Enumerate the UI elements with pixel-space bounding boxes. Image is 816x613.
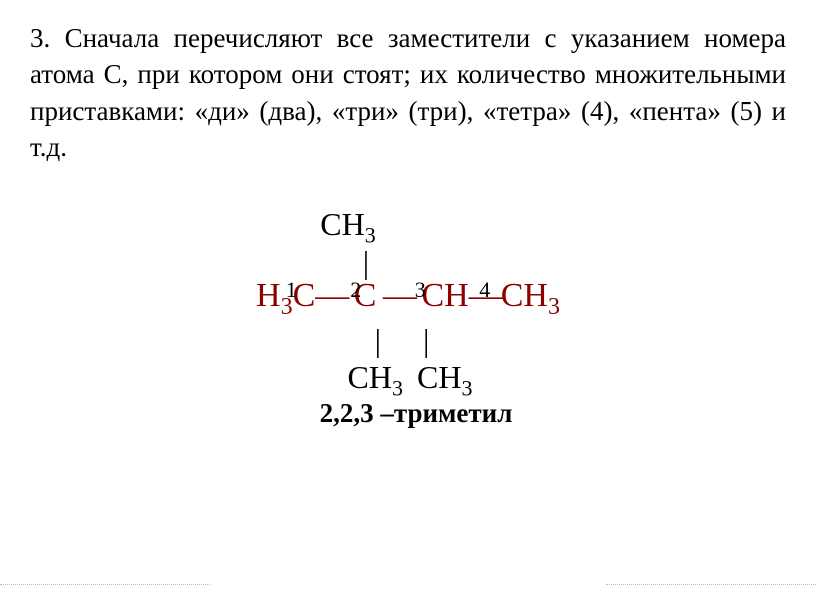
num-4: 4 (479, 277, 490, 302)
rule-paragraph: 3. Сначала перечисляют все заместители с… (30, 20, 786, 166)
top-ch: CH (320, 206, 364, 242)
formula-bottom-substituents: CH3CH3 (32, 359, 788, 401)
bottom-right-ch: CH (417, 359, 461, 395)
vertical-bonds-bottom: | | (24, 321, 780, 359)
num-1: 1 (286, 277, 297, 302)
num-2: 2 (350, 277, 361, 302)
dotted-divider-right (606, 584, 816, 585)
vertical-bond-top: | (0, 248, 744, 277)
chemical-formula: CH3 | 1 2 3 4 H3C— C — CH—CH3 | | CH3CH3… (30, 206, 786, 429)
compound-name: 2,2,3 –триметил (38, 398, 794, 429)
carbon-numbers: 1 2 3 4 (10, 277, 766, 303)
formula-top-substituent: CH3 (0, 206, 726, 248)
dotted-divider-left (0, 584, 210, 585)
bottom-left-ch: CH (348, 359, 392, 395)
num-3: 3 (415, 277, 426, 302)
